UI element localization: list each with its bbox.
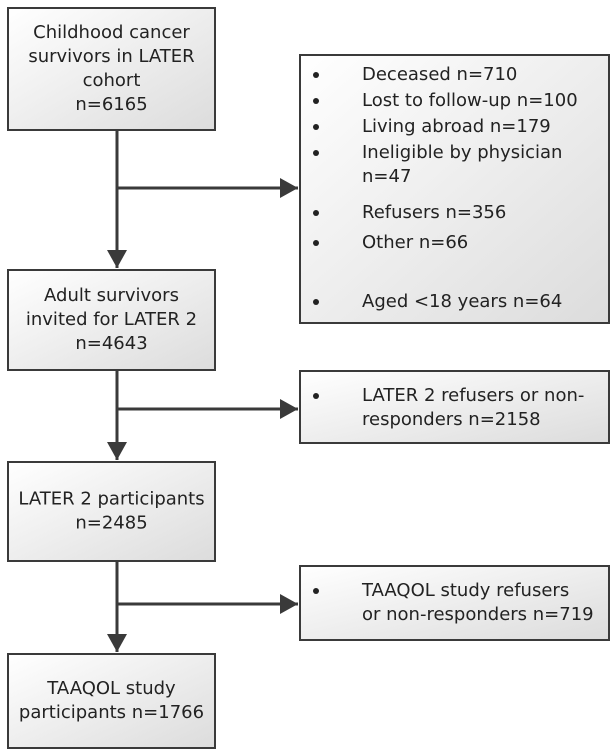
connectors [107,130,298,652]
node-box [7,7,216,131]
exclusion-text: LATER 2 refusers or non- [362,385,584,406]
node-text: n=6165 [75,94,147,115]
node-text: TAAQOL study [46,678,176,699]
bullet [313,240,319,246]
exclusion-text: responders n=2158 [362,409,541,430]
node-text: survivors in LATER [28,46,194,67]
exclusion-box [299,565,610,641]
node-text: Adult survivors [44,285,179,306]
node-text: n=2485 [75,513,147,534]
bullet [313,299,319,305]
exclusion-text: TAAQOL study refusers [361,580,569,601]
bullet [313,98,319,104]
exclusion-text: n=47 [362,166,411,187]
node-text: n=4643 [75,333,147,354]
exclusion-text: Refusers n=356 [362,202,506,223]
node-box [7,269,216,371]
node-text: LATER 2 participants [18,489,204,510]
bullet [313,72,319,78]
exclusion-box [299,370,610,444]
node-text: cohort [83,70,141,91]
bullet [313,588,319,594]
exclusion-text: Lost to follow-up n=100 [362,90,578,111]
node-box [7,653,216,749]
node-text: invited for LATER 2 [26,309,197,330]
bullet [313,393,319,399]
exclusion-text: or non-responders n=719 [362,604,594,625]
bullet [313,124,319,130]
node-box [7,461,216,562]
bullet [313,210,319,216]
exclusion-text: Aged <18 years n=64 [362,291,562,312]
bullet [313,150,319,156]
node-text: Childhood cancer [33,22,190,43]
exclusion-box [299,54,610,324]
exclusion-text: Other n=66 [362,232,468,253]
exclusion-text: Ineligible by physician [362,142,562,163]
node-text: participants n=1766 [19,702,204,723]
exclusion-text: Living abroad n=179 [362,116,551,137]
exclusion-text: Deceased n=710 [362,64,517,85]
